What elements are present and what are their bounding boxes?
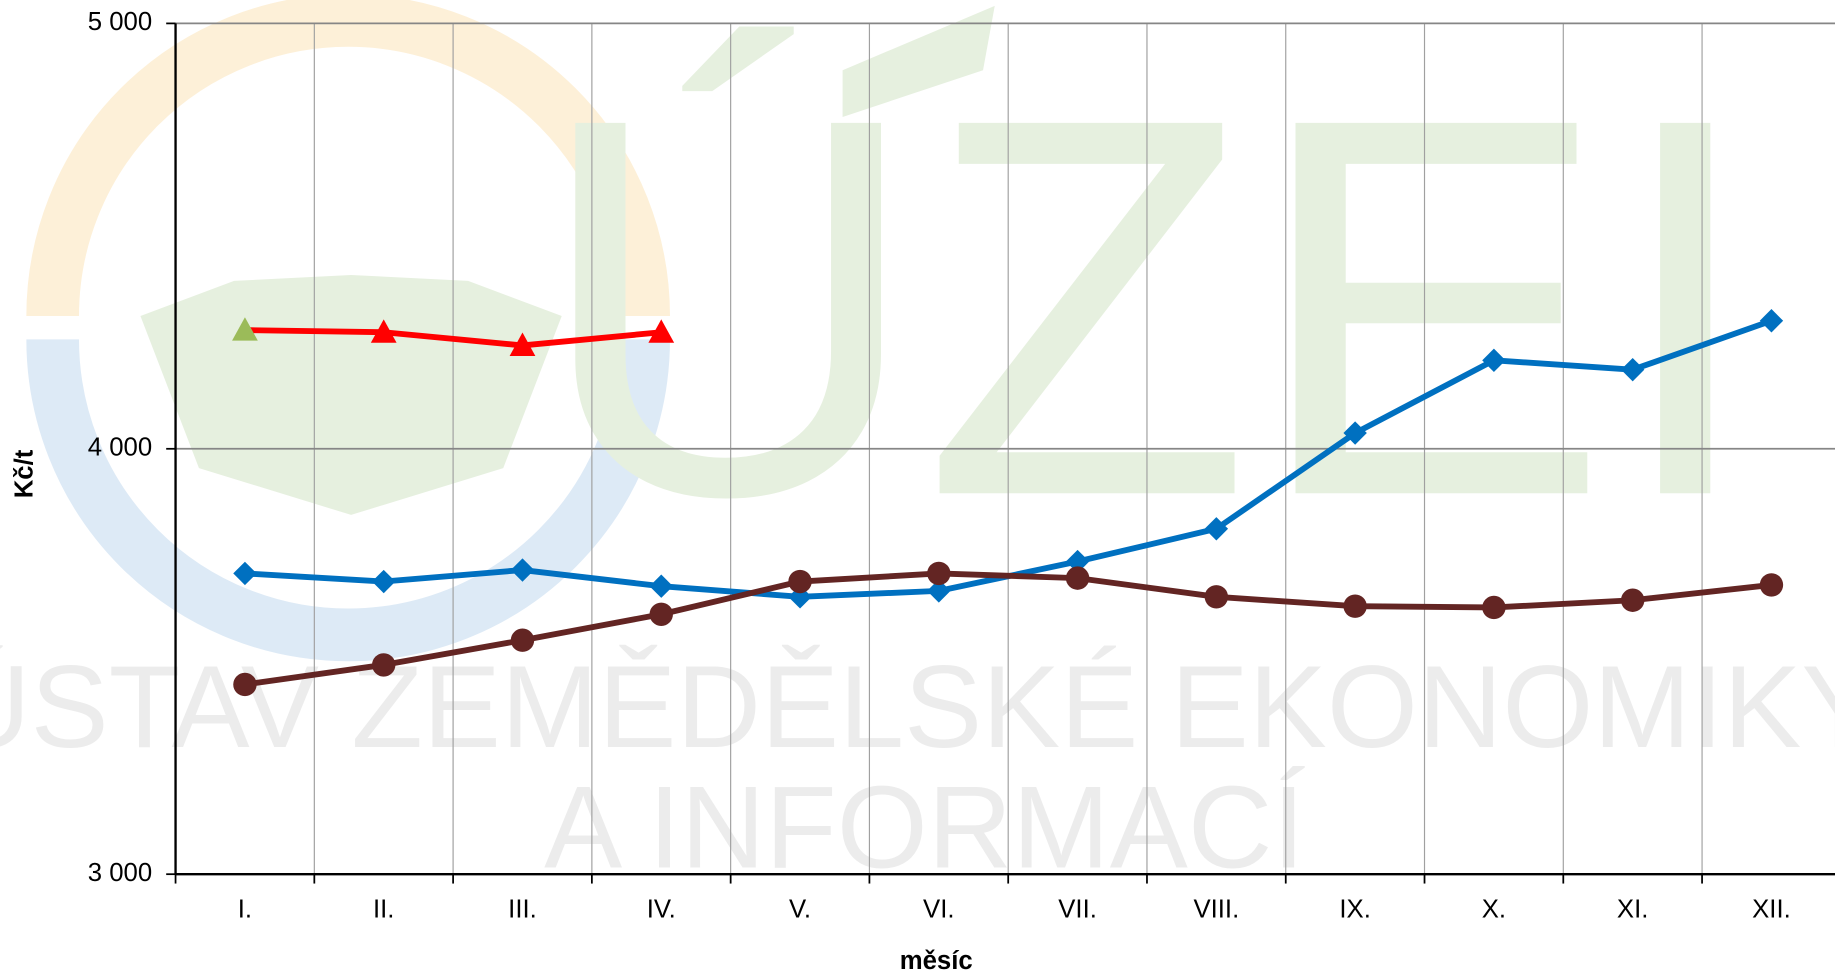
- point: [1343, 594, 1367, 618]
- point: [788, 569, 812, 594]
- point: [370, 319, 397, 343]
- point: [927, 561, 951, 586]
- point: [1482, 348, 1506, 373]
- point: [510, 628, 535, 652]
- watermark-text: ÚSTAV ZEMĚDĚLSKÉ EKONOMIKY: [0, 641, 1835, 772]
- x-tick-label: V.: [789, 895, 811, 923]
- point: [1065, 566, 1090, 590]
- point: [1759, 573, 1784, 597]
- y-tick-label: 4 000: [88, 434, 152, 462]
- y-tick-label: 5 000: [88, 8, 152, 36]
- x-tick-label: XII.: [1752, 895, 1791, 923]
- series-line: [244, 327, 662, 349]
- x-tick-label: X.: [1482, 895, 1506, 923]
- x-tick-label: I.: [238, 895, 252, 923]
- point: [788, 585, 812, 609]
- point: [232, 317, 258, 341]
- watermark-text: A INFORMACÍ: [544, 762, 1305, 893]
- point: [1204, 517, 1229, 541]
- point: [649, 602, 673, 626]
- point: [1620, 357, 1645, 382]
- point: [927, 579, 951, 603]
- point: [510, 558, 535, 582]
- x-tick-label: II.: [373, 895, 394, 923]
- point: [372, 569, 396, 594]
- point: [233, 672, 257, 697]
- point: [233, 561, 257, 586]
- point: [1065, 549, 1090, 574]
- x-tick-label: VII.: [1058, 895, 1097, 923]
- point: [1620, 588, 1645, 612]
- y-axis-label: Kč/t: [11, 449, 39, 498]
- x-tick-label: XI.: [1617, 895, 1648, 923]
- series-line: [244, 570, 1772, 688]
- point: [1482, 595, 1506, 620]
- point: [649, 574, 673, 598]
- x-axis-label: měsíc: [900, 947, 973, 975]
- y-tick-label: 3 000: [88, 859, 152, 887]
- point: [509, 332, 536, 356]
- x-tick-label: IX.: [1339, 895, 1370, 923]
- point: [648, 319, 675, 343]
- x-tick-label: VI.: [923, 895, 954, 923]
- x-tick-label: III.: [508, 895, 537, 923]
- point: [1759, 309, 1784, 333]
- point: [1343, 421, 1367, 445]
- x-tick-label: IV.: [647, 895, 676, 923]
- point: [1204, 585, 1229, 609]
- point: [372, 653, 396, 677]
- x-tick-label: VIII.: [1193, 895, 1239, 923]
